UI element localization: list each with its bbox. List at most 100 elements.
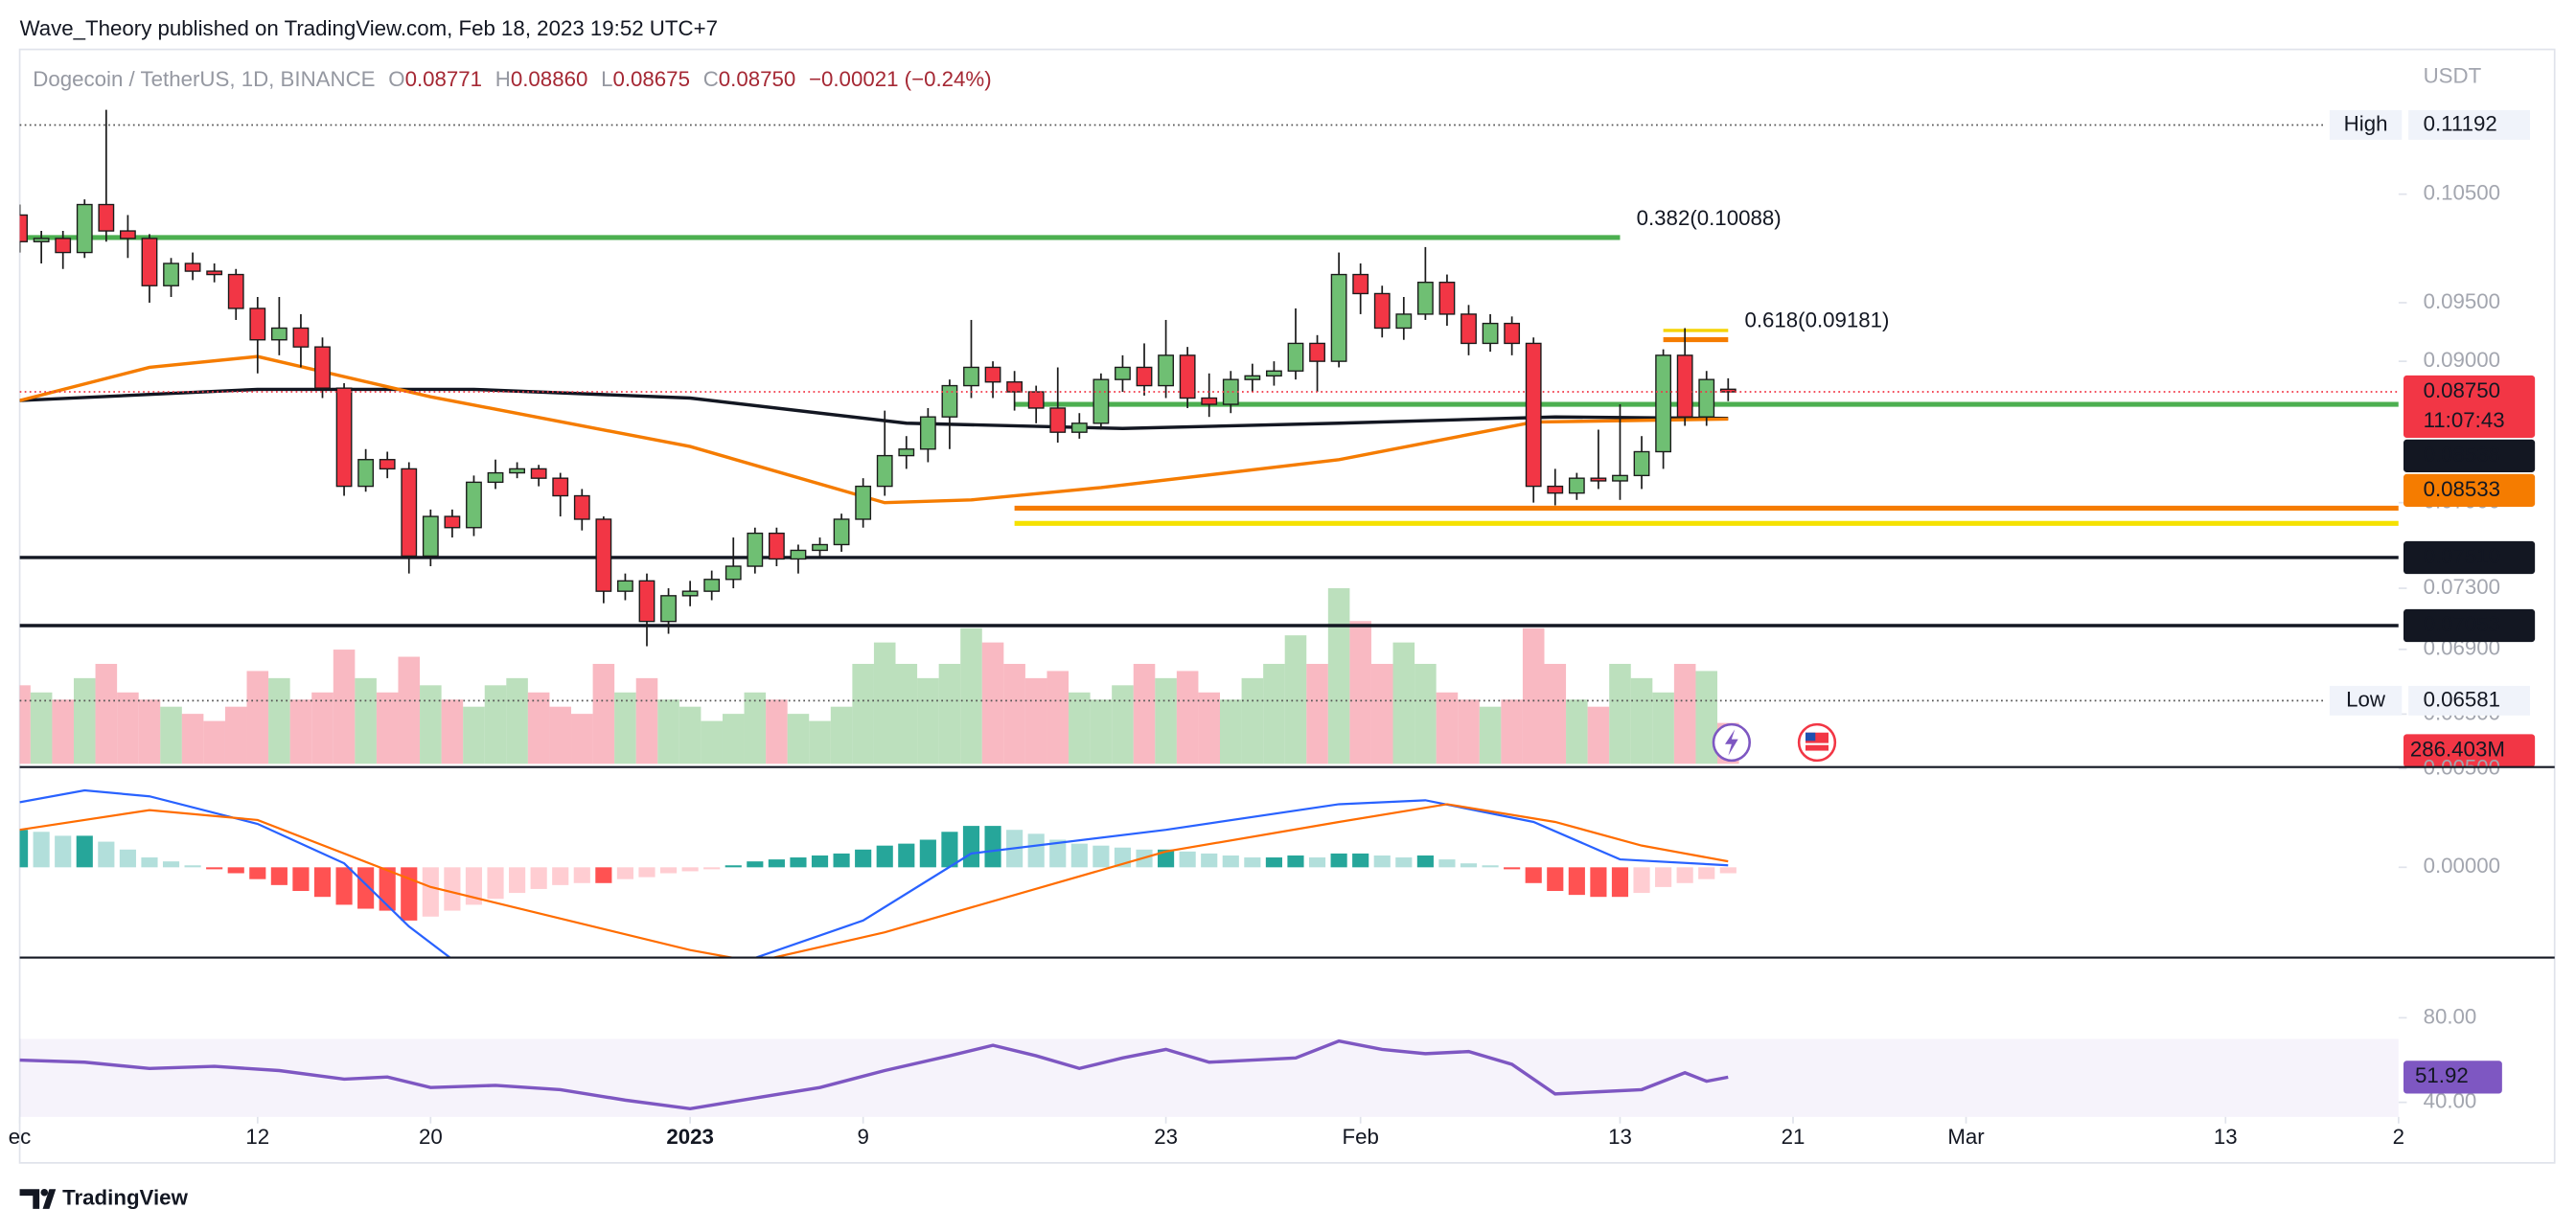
level-label: 0.618(0.09181) [1744, 308, 1889, 332]
macd-histogram-bar [898, 843, 915, 868]
chart-frame [18, 48, 2556, 1164]
candle-body [919, 416, 936, 450]
macd-histogram-bar [357, 867, 375, 909]
moving-average [19, 387, 1729, 430]
event-icon[interactable] [1797, 722, 1837, 763]
overlay: 0.105000.095000.090000.079000.073000.069… [9, 110, 2536, 1149]
currency: USDT [2424, 64, 2482, 88]
macd-histogram-bar [1373, 855, 1391, 868]
price-badge-label: 0.07053 [2424, 612, 2501, 636]
macd-histogram-bar [595, 867, 612, 883]
level-label: 0.382(0.10088) [1637, 206, 1782, 230]
lightning [1725, 729, 1738, 756]
ohlc-key: L [601, 67, 612, 91]
flag-canton [1806, 732, 1816, 741]
extreme-tag [2329, 685, 2403, 716]
ohlc-key: O [388, 67, 404, 91]
macd-histogram-bar [1676, 867, 1693, 883]
macd-histogram-bar [1460, 863, 1478, 868]
macd-histogram-bar [790, 857, 807, 868]
macd-histogram-bar [487, 867, 504, 900]
volume-bar [592, 663, 615, 764]
candle-body [1049, 407, 1067, 433]
candle-body [660, 595, 677, 623]
volume-bar [1003, 663, 1025, 764]
price-badge [2404, 608, 2536, 643]
macd-histogram-bar [1395, 857, 1413, 868]
price-badge [2404, 439, 2536, 473]
volume-bar [1370, 663, 1393, 764]
price-badge-label: 0.08750 [2424, 378, 2501, 402]
macd-histogram-bar [422, 867, 439, 917]
x-tick-label: 23 [1154, 1125, 1178, 1149]
ohlc-value: 0.08860 [511, 67, 588, 91]
volume-bar [1652, 692, 1674, 764]
candle-body [790, 549, 807, 560]
volume-bar [1630, 677, 1653, 764]
candle-body [401, 468, 418, 558]
x-tick-label: 20 [419, 1125, 443, 1149]
candle-body [855, 485, 872, 520]
ohlc-key: H [495, 67, 511, 91]
volume-bar [1566, 699, 1588, 764]
volume-bar [355, 677, 377, 764]
x-tick-label: 9 [857, 1125, 868, 1149]
logo [19, 1188, 57, 1209]
candle-body [1719, 388, 1736, 393]
candle-body [617, 580, 633, 592]
candle-body [1482, 322, 1499, 345]
extreme-value: 0.06581 [2424, 687, 2501, 711]
macd-histogram-bar [659, 867, 678, 874]
volume-bar [1695, 671, 1718, 764]
volume-bar [1219, 699, 1242, 764]
volume-bar [441, 699, 464, 764]
y-tick-label: 80.00 [2424, 1004, 2477, 1028]
candle-body [681, 590, 699, 597]
candle-body [292, 327, 310, 348]
candle-body [1612, 474, 1628, 482]
candle-body [1266, 370, 1282, 377]
candle-body [1330, 273, 1347, 362]
x-tick-label: 12 [245, 1125, 269, 1149]
volume-bar [549, 706, 572, 764]
rsi-band [19, 1038, 2399, 1117]
macd-histogram-bar [747, 861, 764, 868]
volume-bar [1133, 663, 1156, 764]
candle-body [335, 387, 353, 488]
candle-body [552, 477, 569, 497]
extreme-badge [2408, 685, 2530, 716]
volume-bar [420, 685, 442, 764]
macd-histogram-bar [33, 832, 50, 868]
alert-icon[interactable] [1712, 722, 1751, 763]
macd-histogram-bar [638, 867, 656, 878]
macd-histogram-bar [1287, 855, 1304, 868]
volume-bar [1155, 677, 1177, 764]
macd-histogram-bar [1655, 867, 1672, 887]
y-tick-label: 0.09500 [2424, 289, 2501, 313]
volume-bar [1327, 588, 1350, 764]
volume-bar [311, 692, 334, 764]
candle-body [227, 273, 244, 309]
volume-bar [376, 692, 399, 764]
candle-body [1395, 313, 1413, 330]
macd-histogram-bar [1590, 867, 1607, 898]
volume-bar [981, 642, 1004, 764]
candle-body [1633, 450, 1650, 477]
macd-histogram-bar [55, 835, 72, 868]
moving-average [19, 354, 1729, 505]
candle-body [314, 346, 331, 389]
volume-bar [289, 699, 312, 764]
macd-histogram-bar [119, 849, 136, 868]
volume-bar [463, 706, 485, 764]
macd-histogram-bar [530, 867, 547, 889]
volume-bar [1198, 692, 1220, 764]
volume-bar [1414, 663, 1437, 764]
candle-body [941, 384, 958, 418]
candle-body [747, 532, 764, 567]
price-badge [2404, 540, 2536, 575]
candle-body [141, 238, 158, 286]
macd-histogram-bar [1158, 849, 1175, 868]
volume-bar [1436, 692, 1459, 764]
